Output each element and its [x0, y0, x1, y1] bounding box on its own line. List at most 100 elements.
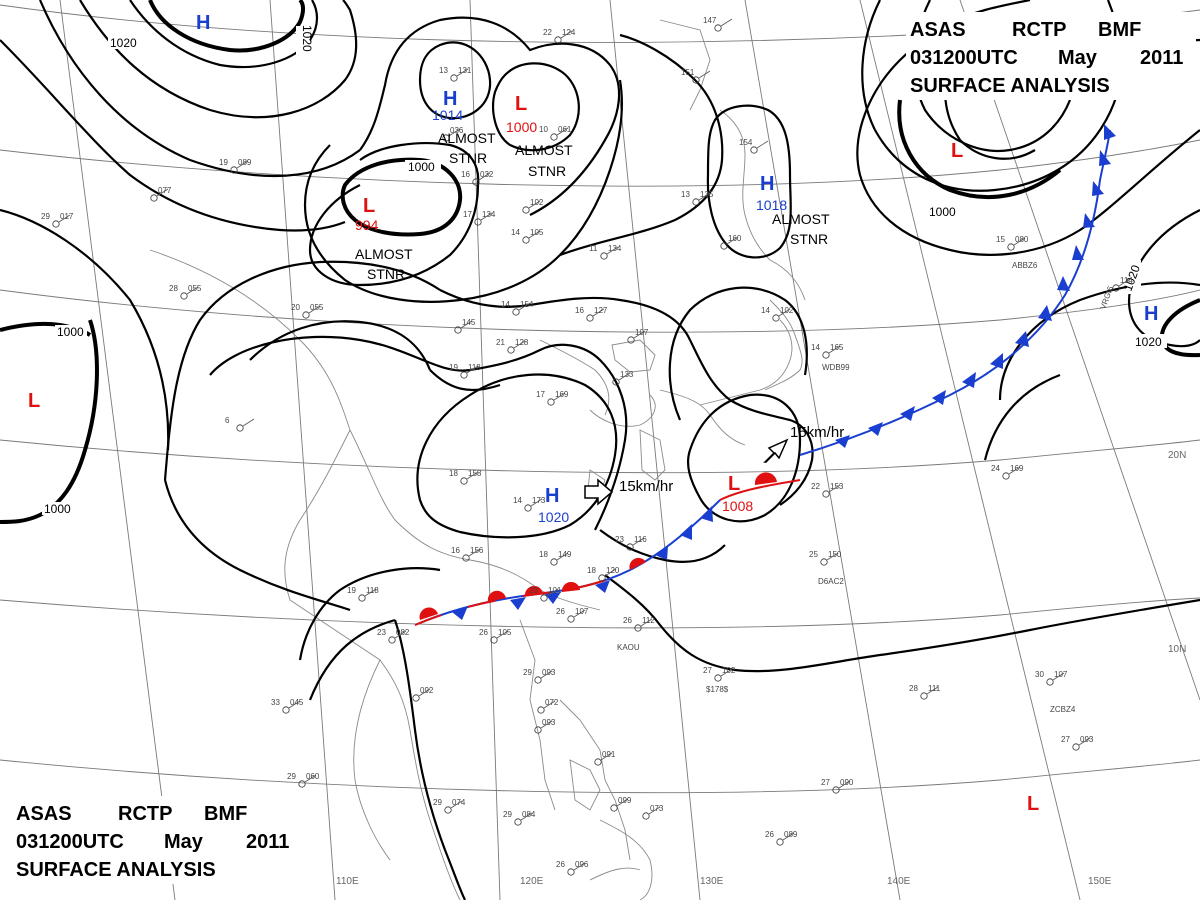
title-year: 2011 [246, 831, 289, 853]
station-plot: 15 080 [996, 235, 1029, 251]
station-temperature: 10 [539, 125, 548, 134]
station-pressure: 093 [1080, 735, 1094, 744]
station-plot: 14 154 [501, 300, 534, 316]
almost-stnr-line1: ALMOST [772, 211, 830, 227]
low-center-letter: L [951, 140, 963, 162]
title-month: May [1058, 47, 1098, 69]
station-circle-icon [750, 146, 758, 154]
station-plot: 107 [627, 328, 649, 344]
wind-barb-icon [618, 372, 631, 381]
station-circle-icon [230, 166, 238, 174]
station-plot: 114 [1112, 276, 1133, 292]
isobar-label: 1020 [1135, 335, 1162, 349]
wind-barb-icon [606, 246, 619, 255]
station-plot: 25 150 [809, 550, 842, 566]
station-circle-icon [450, 74, 458, 82]
station-plot: 077 [150, 186, 172, 202]
station-pressure: 158 [468, 469, 482, 478]
wind-barb-icon [236, 160, 249, 169]
station-circle-icon [586, 314, 594, 322]
wind-barb-icon [632, 537, 645, 546]
station-circle-icon [822, 351, 830, 359]
station-plot: 18 149 [539, 550, 572, 566]
latitude-label: 10N [1168, 644, 1186, 655]
station-temperature: 27 [821, 778, 830, 787]
low-speed-label: 15km/hr [790, 424, 844, 441]
wind-barb-icon [520, 812, 533, 821]
wind-barb-icon [556, 127, 569, 136]
wind-barb-icon [156, 188, 169, 197]
station-circle-icon [600, 252, 608, 260]
wind-barb-icon [364, 588, 377, 597]
station-pressure: 055 [188, 284, 202, 293]
station-circle-icon [52, 220, 60, 228]
wind-barb-icon [460, 320, 473, 329]
wind-barb-icon [1078, 737, 1091, 746]
station-circle-icon [1072, 743, 1080, 751]
station-temperature: 154 [739, 138, 753, 147]
station-pressure: 099 [618, 796, 632, 805]
wind-barb-icon [1052, 672, 1065, 681]
station-temperature: 14 [513, 496, 522, 505]
wind-barb-icon [604, 568, 617, 577]
station-temperature: 14 [811, 343, 820, 352]
station-circle-icon [534, 676, 542, 684]
station-temperature: 25 [809, 550, 818, 559]
station-circle-icon [180, 292, 188, 300]
wind-barb-icon [1013, 237, 1026, 246]
station-temperature: 13 [439, 66, 448, 75]
wind-barb-icon [466, 471, 479, 480]
station-plot: 19 089 [219, 158, 252, 174]
station-pressure: 084 [522, 810, 536, 819]
low-center-value: 994 [355, 217, 379, 233]
wind-barb-icon [560, 30, 573, 39]
station-circle-icon [642, 812, 650, 820]
station-circle-icon [298, 780, 306, 788]
high-center-value: 1014 [432, 107, 463, 123]
isobar-label: 1020 [110, 36, 137, 50]
station-pressure: 145 [462, 318, 476, 327]
station-pressure: 124 [562, 28, 576, 37]
station-plot: 26 107 [556, 607, 589, 623]
wind-barb-icon [448, 128, 461, 137]
station-temperature: 147 [703, 16, 717, 25]
station-circle-icon [388, 636, 396, 644]
station-plot: 16 127 [575, 306, 608, 322]
title-agency: ASAS [16, 803, 72, 825]
station-temperature: 27 [1061, 735, 1070, 744]
high-center-value: 1018 [756, 197, 787, 213]
high-center-letter: H [1144, 303, 1158, 325]
high-center-letter: H [443, 88, 457, 110]
wind-barb-icon [543, 700, 556, 709]
station-pressure: 032 [480, 170, 494, 179]
title-product: SURFACE ANALYSIS [16, 859, 216, 881]
station-plot: 27 102 [703, 666, 736, 682]
station-circle-icon [1112, 284, 1120, 292]
station-circle-icon [820, 558, 828, 566]
isobar-labels: 1020 1020 1000 1000 1000 1020 1020 1000 [42, 25, 1167, 516]
station-pressure: 096 [575, 860, 589, 869]
station-pressure: 133 [620, 370, 634, 379]
title-station: RCTP [1012, 19, 1066, 41]
station-temperature: 23 [377, 628, 386, 637]
station-plot: 19 118 [347, 586, 379, 602]
station-pressure: 116 [634, 535, 647, 544]
low-center-value: 1000 [506, 119, 537, 135]
station-pressure: 073 [650, 804, 664, 813]
station-plot: 29 093 [523, 668, 556, 684]
station-circle-icon [412, 694, 420, 702]
station-temperature: 21 [496, 338, 505, 347]
wind-barb-icon [450, 800, 463, 809]
station-circle-icon [550, 558, 558, 566]
title-station: RCTP [118, 803, 172, 825]
title-year: 2011 [1140, 47, 1183, 69]
station-plot: 21 128 [496, 338, 529, 354]
station-circle-icon [554, 36, 562, 44]
station-plot: 13 135 [681, 190, 714, 206]
title-office: BMF [204, 803, 247, 825]
isobar-label: 1020 [300, 25, 314, 52]
isobar-label: 1000 [408, 160, 435, 174]
wind-barb-icon [1118, 278, 1131, 287]
wind-barb-icon [528, 230, 541, 239]
